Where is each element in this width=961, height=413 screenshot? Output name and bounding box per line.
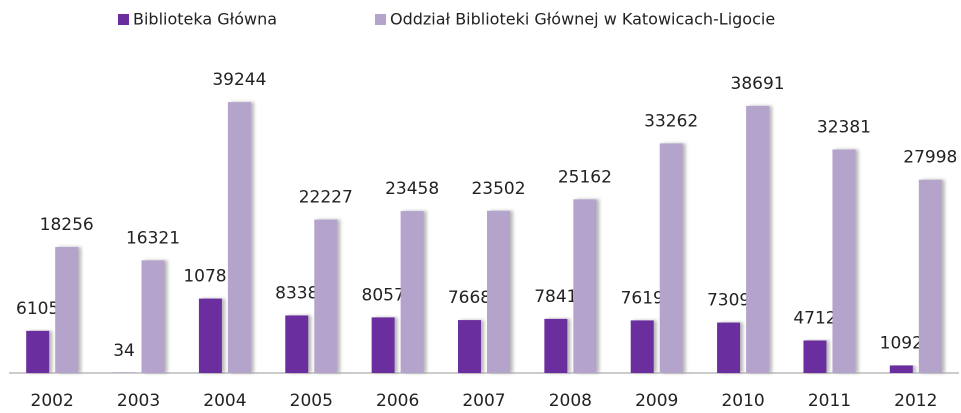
value-label: 8338 <box>275 283 318 303</box>
x-tick-label: 2008 <box>549 391 592 411</box>
value-label: 38691 <box>731 74 785 94</box>
bar <box>659 143 683 373</box>
value-label: 8057 <box>362 285 405 305</box>
x-tick-label: 2005 <box>290 391 333 411</box>
bar <box>573 199 597 373</box>
value-label: 32381 <box>817 117 871 137</box>
value-label: 23458 <box>385 179 439 199</box>
value-label: 6105 <box>16 299 59 319</box>
legend-label: Oddział Biblioteki Głównej w Katowicach-… <box>390 10 775 29</box>
value-label: 1092 <box>880 333 923 353</box>
bar <box>227 102 251 374</box>
value-label: 23502 <box>471 179 525 199</box>
value-label: 39244 <box>212 70 266 90</box>
x-tick-label: 2003 <box>117 391 160 411</box>
value-label: 7841 <box>534 287 577 307</box>
x-tick-label: 2010 <box>721 391 764 411</box>
x-tick-label: 2011 <box>808 391 851 411</box>
bar <box>26 330 50 373</box>
bar <box>717 322 741 373</box>
bar <box>198 298 222 373</box>
value-label: 4712 <box>793 308 836 328</box>
legend-label: Biblioteka Główna <box>133 10 277 29</box>
legend-swatch <box>118 14 129 25</box>
value-label: 7668 <box>448 288 491 308</box>
bar <box>889 365 913 373</box>
value-label: 7309 <box>707 291 750 311</box>
x-tick-label: 2012 <box>894 391 937 411</box>
bar <box>918 179 942 373</box>
bar <box>55 246 79 373</box>
bar <box>630 320 654 373</box>
bar <box>371 317 395 373</box>
value-label: 33262 <box>644 111 698 131</box>
bar <box>544 318 568 373</box>
bar <box>285 315 309 373</box>
value-label: 7619 <box>621 288 664 308</box>
bar <box>400 211 424 373</box>
bar <box>314 219 338 373</box>
bar <box>141 260 165 373</box>
x-tick-label: 2002 <box>31 391 74 411</box>
bar <box>746 105 770 373</box>
bar <box>487 210 510 373</box>
value-label: 10781 <box>183 267 237 287</box>
x-tick-label: 2009 <box>635 391 678 411</box>
x-tick-label: 2007 <box>462 391 505 411</box>
value-label: 34 <box>113 341 135 361</box>
value-label: 25162 <box>558 167 612 187</box>
value-label: 22227 <box>299 188 353 208</box>
value-label: 27998 <box>903 148 957 168</box>
x-tick-label: 2006 <box>376 391 419 411</box>
bar <box>458 320 481 373</box>
legend-swatch <box>375 14 386 25</box>
bar <box>832 149 856 373</box>
value-label: 16321 <box>126 228 180 248</box>
bar <box>803 340 827 373</box>
value-label: 18256 <box>40 215 94 235</box>
x-tick-label: 2004 <box>203 391 246 411</box>
